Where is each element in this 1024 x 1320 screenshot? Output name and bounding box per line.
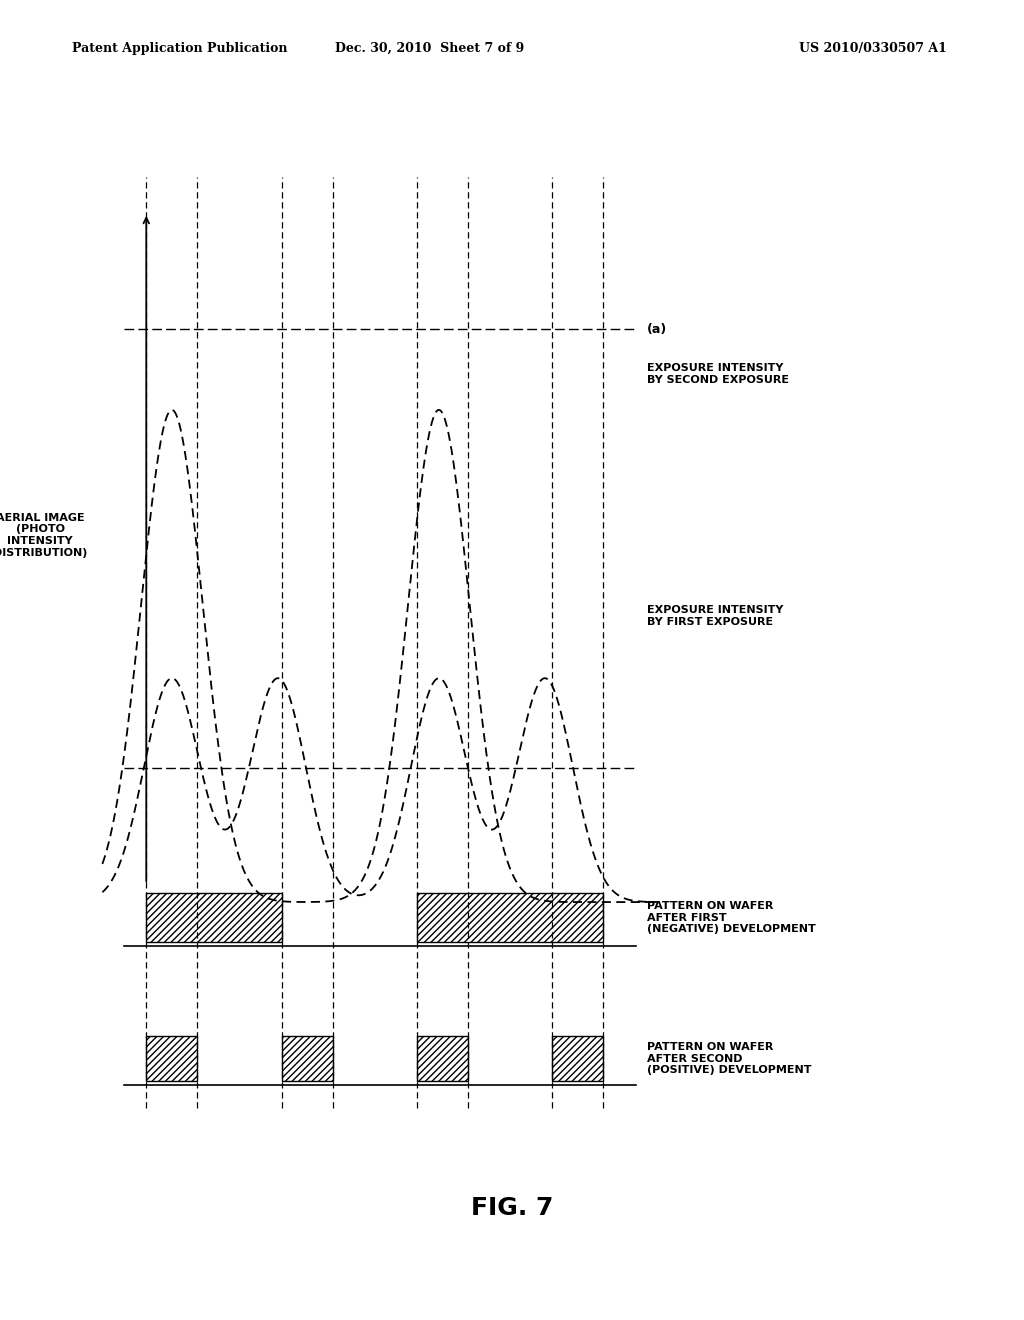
Text: FIG. 7: FIG. 7 — [471, 1196, 553, 1220]
Text: EXPOSURE INTENSITY
BY FIRST EXPOSURE: EXPOSURE INTENSITY BY FIRST EXPOSURE — [647, 605, 783, 627]
Bar — [146, 1036, 198, 1081]
Text: US 2010/0330507 A1: US 2010/0330507 A1 — [799, 42, 946, 55]
Text: Patent Application Publication: Patent Application Publication — [72, 42, 287, 55]
Text: PATTERN ON WAFER
AFTER SECOND
(POSITIVE) DEVELOPMENT: PATTERN ON WAFER AFTER SECOND (POSITIVE)… — [647, 1041, 812, 1076]
Bar — [146, 894, 282, 942]
Text: (a): (a) — [647, 323, 668, 335]
Bar — [417, 894, 603, 942]
Text: PATTERN ON WAFER
AFTER FIRST
(NEGATIVE) DEVELOPMENT: PATTERN ON WAFER AFTER FIRST (NEGATIVE) … — [647, 902, 816, 935]
Text: EXPOSURE INTENSITY
BY SECOND EXPOSURE: EXPOSURE INTENSITY BY SECOND EXPOSURE — [647, 363, 790, 385]
Text: Dec. 30, 2010  Sheet 7 of 9: Dec. 30, 2010 Sheet 7 of 9 — [336, 42, 524, 55]
Bar — [282, 1036, 333, 1081]
Bar — [552, 1036, 603, 1081]
Text: AERIAL IMAGE
(PHOTO
INTENSITY
DISTRIBUTION): AERIAL IMAGE (PHOTO INTENSITY DISTRIBUTI… — [0, 512, 87, 557]
Bar — [417, 1036, 468, 1081]
